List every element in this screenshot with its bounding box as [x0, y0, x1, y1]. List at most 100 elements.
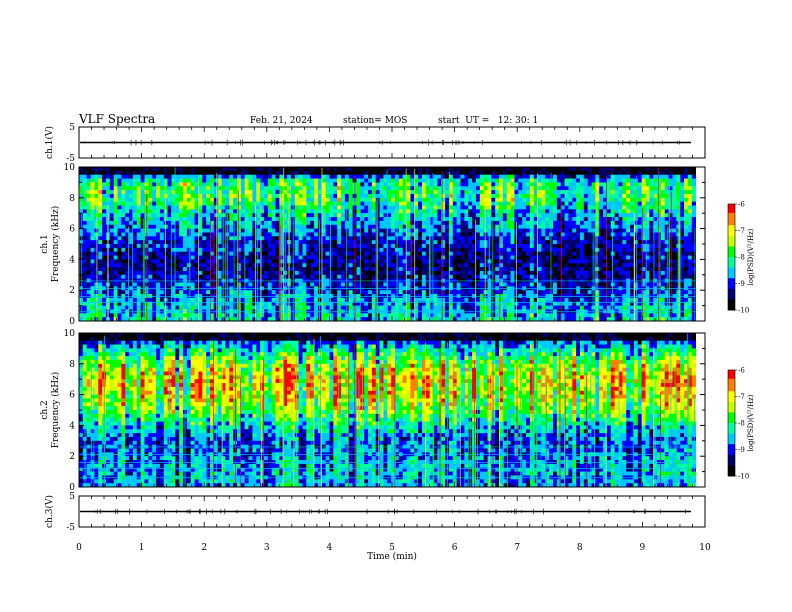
spectrogram-cell — [529, 255, 535, 260]
spectrogram-cell — [198, 282, 203, 287]
spectrogram-cell — [437, 313, 442, 318]
spectrogram-cell — [163, 251, 169, 256]
spectrogram-cell — [475, 213, 481, 218]
spectrogram-cell — [445, 209, 450, 214]
spectrogram-cell — [314, 259, 319, 264]
spectrogram-cell — [140, 247, 145, 253]
spectrogram-cell — [198, 240, 203, 245]
spectrogram-cell — [402, 297, 407, 303]
spectrogram-cell — [321, 259, 327, 264]
spectrogram-cell — [506, 282, 512, 287]
spectrogram-cell — [314, 213, 319, 218]
spectrogram-cell — [518, 251, 523, 256]
spectrogram-cell — [121, 244, 126, 249]
spectrogram-cell — [321, 263, 327, 268]
spectrogram-cell — [229, 282, 234, 287]
spectrogram-cell — [437, 251, 442, 256]
spectrogram-cell — [248, 174, 253, 179]
spectrogram-cell — [244, 240, 249, 245]
spectrogram-cell — [109, 224, 115, 229]
spectrogram-cell — [82, 170, 88, 176]
spectrogram-cell — [279, 182, 284, 187]
spectrogram-cell — [132, 205, 138, 210]
spectrogram-cell — [263, 209, 269, 214]
spectrogram-cell — [156, 259, 161, 264]
spectrogram-cell — [117, 244, 122, 249]
spectrogram-cell — [136, 244, 142, 249]
spectrogram-cell — [317, 263, 323, 268]
spectrogram-cell — [537, 201, 542, 206]
spectrogram-cell — [294, 193, 300, 199]
spectrogram-cell — [491, 170, 496, 176]
spectrogram-cell — [387, 305, 392, 310]
spectrogram-cell — [448, 267, 454, 272]
spectrogram-cell — [136, 259, 142, 264]
spectrogram-cell — [475, 301, 481, 306]
spectrogram-cell — [279, 170, 284, 176]
spectrogram-cell — [533, 228, 539, 233]
spectrogram-cell — [136, 174, 142, 179]
spectrogram-cell — [217, 217, 222, 222]
spectrogram-cell — [136, 232, 142, 237]
spectrogram-cell — [121, 301, 126, 306]
spectrogram-cell — [82, 228, 88, 233]
spectrogram-cell — [506, 247, 512, 253]
spectrogram-cell — [314, 301, 319, 306]
spectrogram-cell — [325, 251, 330, 256]
spectrogram-cell — [283, 167, 288, 172]
spectrogram-cell — [109, 190, 115, 195]
spectrogram-cell — [167, 224, 172, 229]
spectrogram-cell — [464, 201, 469, 206]
spectrogram-cell — [194, 297, 199, 303]
spectrogram-cell — [421, 274, 427, 280]
spectrogram-cell — [132, 170, 138, 176]
spectrogram-cell — [109, 167, 115, 172]
spectrogram-cell — [433, 240, 438, 245]
spectrogram-cell — [437, 193, 442, 199]
spectrogram-cell — [294, 251, 300, 256]
spectrogram-cell — [221, 232, 226, 237]
spectrogram-cell — [244, 170, 249, 176]
spectrogram-cell — [90, 167, 95, 172]
spectrogram-cell — [329, 297, 334, 303]
spectrogram-cell — [518, 193, 523, 199]
spectrogram-cell — [344, 182, 350, 187]
spectrogram-cell — [452, 244, 458, 249]
spectrogram-cell — [510, 274, 515, 280]
spectrogram-cell — [132, 182, 138, 187]
spectrogram-cell — [94, 297, 99, 303]
spectrogram-cell — [283, 217, 288, 222]
spectrogram-cell — [325, 232, 330, 237]
spectrogram-cell — [491, 217, 496, 222]
spectrogram-cell — [140, 263, 145, 268]
spectrogram-cell — [102, 247, 107, 253]
spectrogram-cell — [279, 190, 284, 195]
spectrogram-cell — [109, 270, 115, 276]
spectrogram-cell — [306, 274, 311, 280]
spectrogram-cell — [337, 282, 342, 287]
spectrogram-cell — [341, 205, 346, 210]
spectrogram-cell — [483, 217, 488, 222]
spectrogram-cell — [502, 228, 508, 233]
spectrogram-cell — [294, 197, 300, 203]
spectrogram-cell — [202, 247, 207, 253]
spectrogram-cell — [429, 282, 434, 287]
spectrogram-cell — [263, 182, 269, 187]
spectrogram-cell — [495, 220, 500, 226]
spectrogram-cell — [425, 182, 431, 187]
spectrogram-cell — [502, 305, 508, 310]
spectrogram-cell — [541, 186, 546, 191]
spectrogram-cell — [356, 263, 361, 268]
spectrogram-cell — [495, 197, 500, 203]
spectrogram-cell — [298, 193, 303, 199]
spectrogram-cell — [468, 186, 473, 191]
spectrogram-cell — [302, 290, 307, 295]
spectrogram-cell — [217, 224, 222, 229]
spectrogram-cell — [448, 290, 454, 295]
spectrogram-cell — [217, 170, 222, 176]
spectrogram-cell — [229, 220, 234, 226]
spectrogram-cell — [206, 228, 211, 233]
spectrogram-cell — [148, 282, 153, 287]
spectrogram-cell — [140, 290, 145, 295]
spectrogram-cell — [502, 240, 508, 245]
